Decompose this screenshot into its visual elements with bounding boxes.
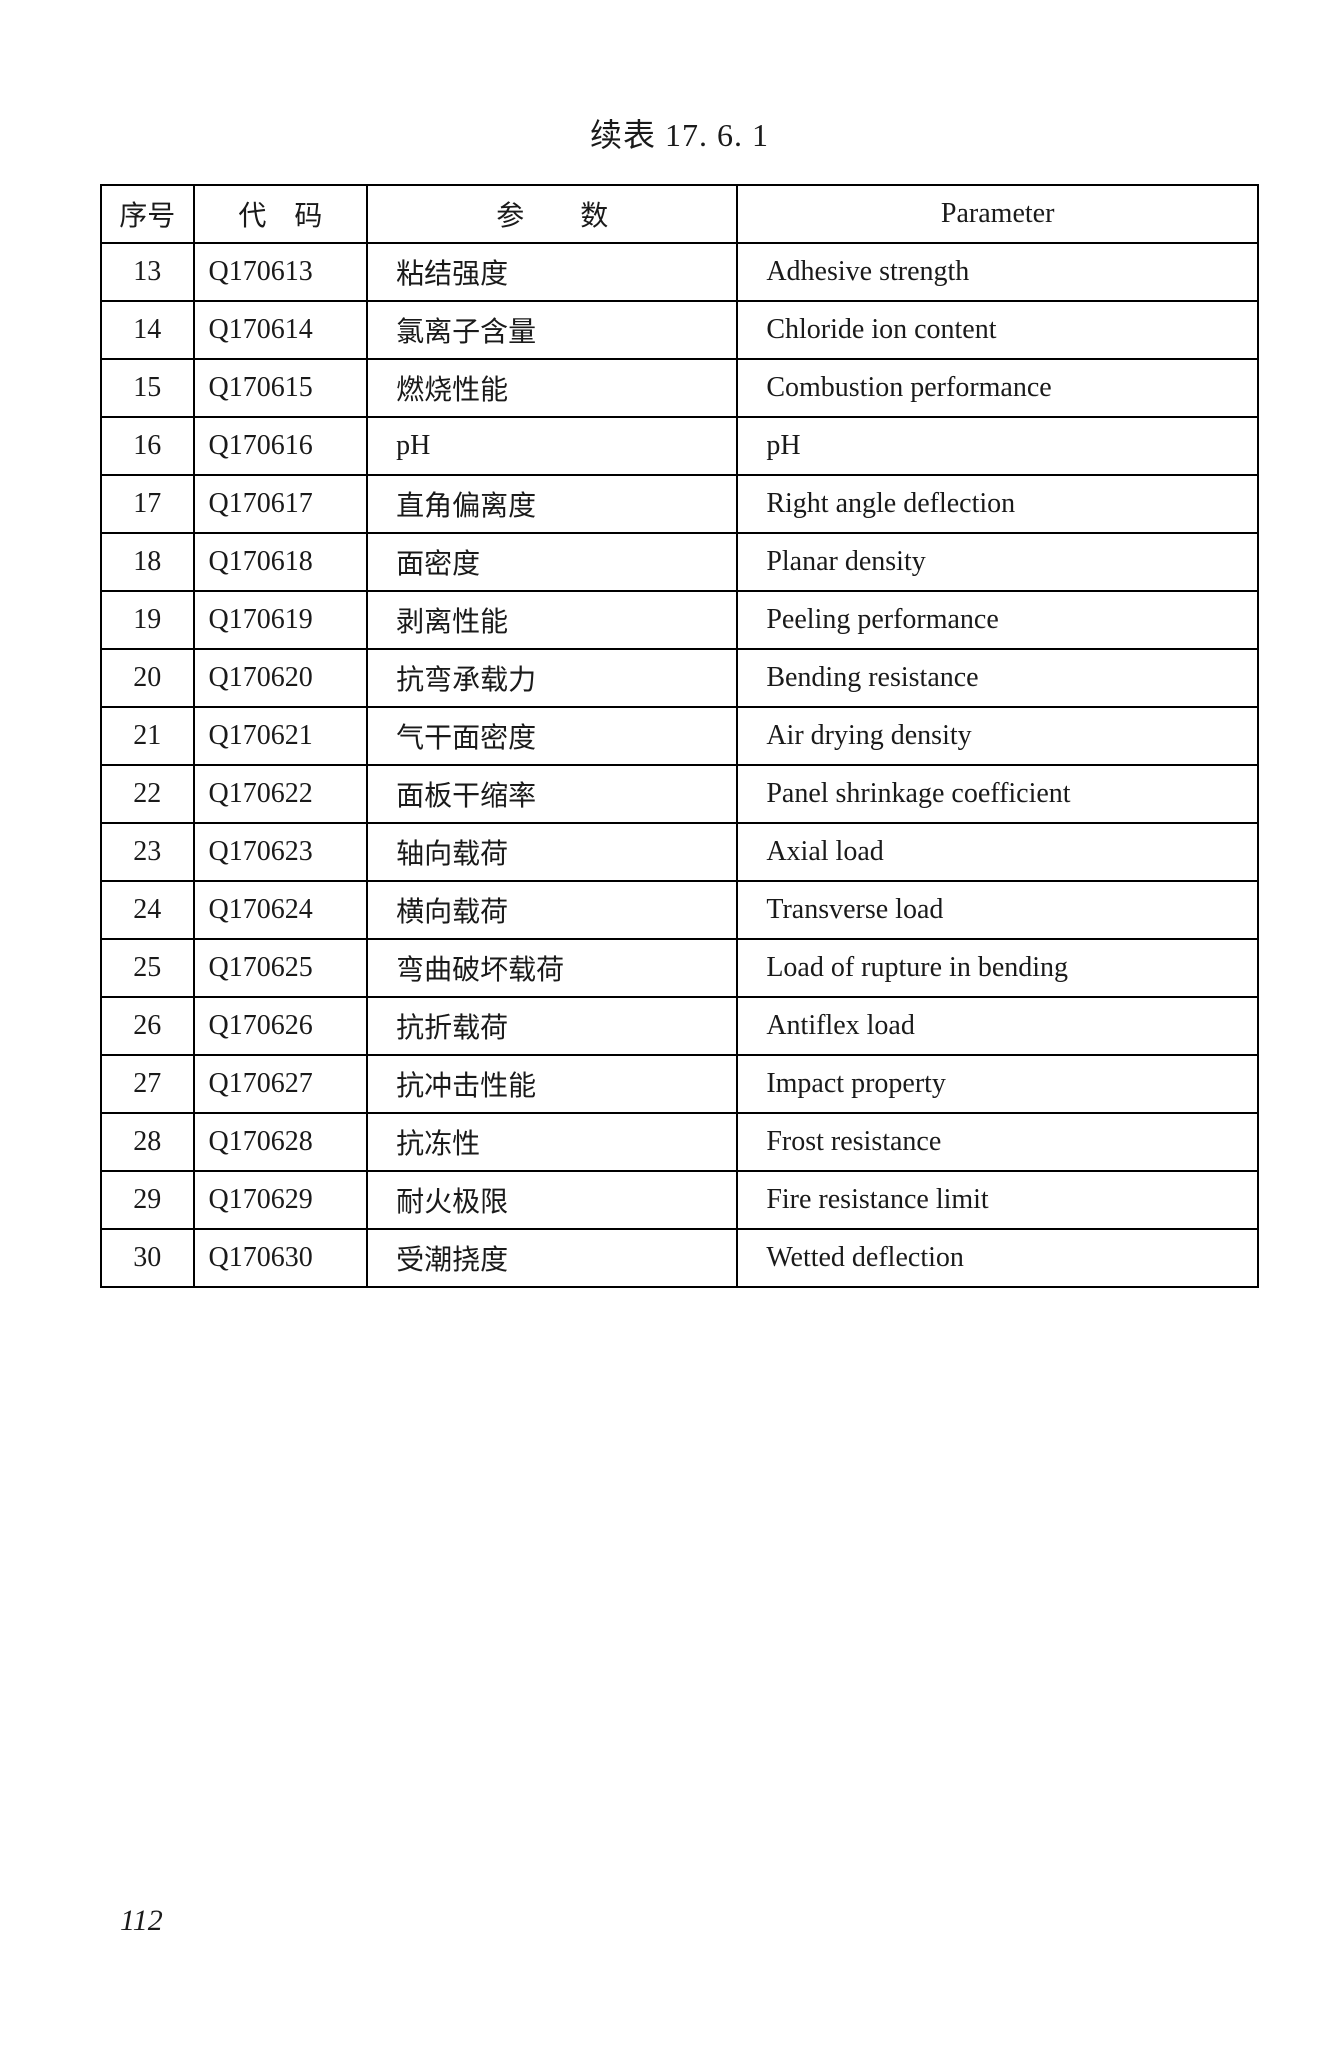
cell-param: 抗弯承载力 (367, 649, 737, 707)
cell-parameter-en: pH (737, 417, 1258, 475)
cell-parameter-en: Right angle deflection (737, 475, 1258, 533)
table-row: 29Q170629耐火极限Fire resistance limit (101, 1171, 1258, 1229)
table-row: 18Q170618面密度Planar density (101, 533, 1258, 591)
cell-seq: 18 (101, 533, 194, 591)
cell-parameter-en: Bending resistance (737, 649, 1258, 707)
cell-param: 氯离子含量 (367, 301, 737, 359)
table-row: 26Q170626抗折载荷Antiflex load (101, 997, 1258, 1055)
cell-code: Q170619 (194, 591, 368, 649)
cell-seq: 29 (101, 1171, 194, 1229)
cell-seq: 13 (101, 243, 194, 301)
table-header-row: 序号 代 码 参 数 Parameter (101, 185, 1258, 243)
table-row: 19Q170619剥离性能Peeling performance (101, 591, 1258, 649)
cell-code: Q170622 (194, 765, 368, 823)
cell-param: 粘结强度 (367, 243, 737, 301)
cell-code: Q170626 (194, 997, 368, 1055)
cell-code: Q170628 (194, 1113, 368, 1171)
cell-seq: 26 (101, 997, 194, 1055)
cell-param: 抗冲击性能 (367, 1055, 737, 1113)
cell-param: 面板干缩率 (367, 765, 737, 823)
cell-parameter-en: Chloride ion content (737, 301, 1258, 359)
cell-seq: 28 (101, 1113, 194, 1171)
table-row: 21Q170621气干面密度Air drying density (101, 707, 1258, 765)
cell-code: Q170618 (194, 533, 368, 591)
header-seq: 序号 (101, 185, 194, 243)
cell-param: 剥离性能 (367, 591, 737, 649)
cell-param: 耐火极限 (367, 1171, 737, 1229)
cell-seq: 16 (101, 417, 194, 475)
cell-code: Q170616 (194, 417, 368, 475)
cell-code: Q170625 (194, 939, 368, 997)
cell-parameter-en: Air drying density (737, 707, 1258, 765)
cell-seq: 25 (101, 939, 194, 997)
cell-code: Q170617 (194, 475, 368, 533)
header-param: 参 数 (367, 185, 737, 243)
table-row: 28Q170628抗冻性Frost resistance (101, 1113, 1258, 1171)
cell-seq: 17 (101, 475, 194, 533)
cell-parameter-en: Fire resistance limit (737, 1171, 1258, 1229)
cell-parameter-en: Axial load (737, 823, 1258, 881)
page: 续表 17. 6. 1 序号 代 码 参 数 Parameter 13Q1706… (0, 0, 1339, 2048)
header-code: 代 码 (194, 185, 368, 243)
table-row: 16Q170616pHpH (101, 417, 1258, 475)
cell-param: 面密度 (367, 533, 737, 591)
cell-param: 抗折载荷 (367, 997, 737, 1055)
cell-code: Q170623 (194, 823, 368, 881)
cell-parameter-en: Transverse load (737, 881, 1258, 939)
cell-parameter-en: Panel shrinkage coefficient (737, 765, 1258, 823)
cell-code: Q170624 (194, 881, 368, 939)
table-row: 27Q170627抗冲击性能Impact property (101, 1055, 1258, 1113)
table-title: 续表 17. 6. 1 (100, 110, 1259, 156)
cell-param: 受潮挠度 (367, 1229, 737, 1287)
table-row: 25Q170625弯曲破坏载荷Load of rupture in bendin… (101, 939, 1258, 997)
header-parameter-en: Parameter (737, 185, 1258, 243)
cell-parameter-en: Load of rupture in bending (737, 939, 1258, 997)
cell-seq: 15 (101, 359, 194, 417)
cell-code: Q170620 (194, 649, 368, 707)
cell-param: 轴向载荷 (367, 823, 737, 881)
table-row: 13Q170613粘结强度Adhesive strength (101, 243, 1258, 301)
cell-param: pH (367, 417, 737, 475)
cell-seq: 22 (101, 765, 194, 823)
cell-code: Q170627 (194, 1055, 368, 1113)
cell-seq: 24 (101, 881, 194, 939)
cell-seq: 19 (101, 591, 194, 649)
table-row: 15Q170615燃烧性能Combustion performance (101, 359, 1258, 417)
table-row: 14Q170614氯离子含量Chloride ion content (101, 301, 1258, 359)
cell-code: Q170613 (194, 243, 368, 301)
table-row: 24Q170624横向载荷Transverse load (101, 881, 1258, 939)
cell-seq: 14 (101, 301, 194, 359)
cell-param: 气干面密度 (367, 707, 737, 765)
cell-parameter-en: Antiflex load (737, 997, 1258, 1055)
cell-param: 横向载荷 (367, 881, 737, 939)
cell-parameter-en: Adhesive strength (737, 243, 1258, 301)
cell-seq: 21 (101, 707, 194, 765)
cell-seq: 27 (101, 1055, 194, 1113)
cell-parameter-en: Peeling performance (737, 591, 1258, 649)
table-row: 22Q170622面板干缩率Panel shrinkage coefficien… (101, 765, 1258, 823)
cell-param: 抗冻性 (367, 1113, 737, 1171)
table-row: 20Q170620抗弯承载力Bending resistance (101, 649, 1258, 707)
cell-code: Q170614 (194, 301, 368, 359)
cell-param: 直角偏离度 (367, 475, 737, 533)
cell-param: 燃烧性能 (367, 359, 737, 417)
parameter-table: 序号 代 码 参 数 Parameter 13Q170613粘结强度Adhesi… (100, 184, 1259, 1288)
cell-seq: 23 (101, 823, 194, 881)
cell-code: Q170621 (194, 707, 368, 765)
cell-param: 弯曲破坏载荷 (367, 939, 737, 997)
table-row: 23Q170623轴向载荷Axial load (101, 823, 1258, 881)
table-row: 17Q170617直角偏离度Right angle deflection (101, 475, 1258, 533)
cell-parameter-en: Planar density (737, 533, 1258, 591)
cell-parameter-en: Combustion performance (737, 359, 1258, 417)
cell-seq: 20 (101, 649, 194, 707)
table-row: 30Q170630受潮挠度Wetted deflection (101, 1229, 1258, 1287)
cell-seq: 30 (101, 1229, 194, 1287)
cell-parameter-en: Frost resistance (737, 1113, 1258, 1171)
cell-parameter-en: Impact property (737, 1055, 1258, 1113)
cell-code: Q170630 (194, 1229, 368, 1287)
cell-parameter-en: Wetted deflection (737, 1229, 1258, 1287)
cell-code: Q170629 (194, 1171, 368, 1229)
cell-code: Q170615 (194, 359, 368, 417)
page-number: 112 (120, 1904, 163, 1938)
